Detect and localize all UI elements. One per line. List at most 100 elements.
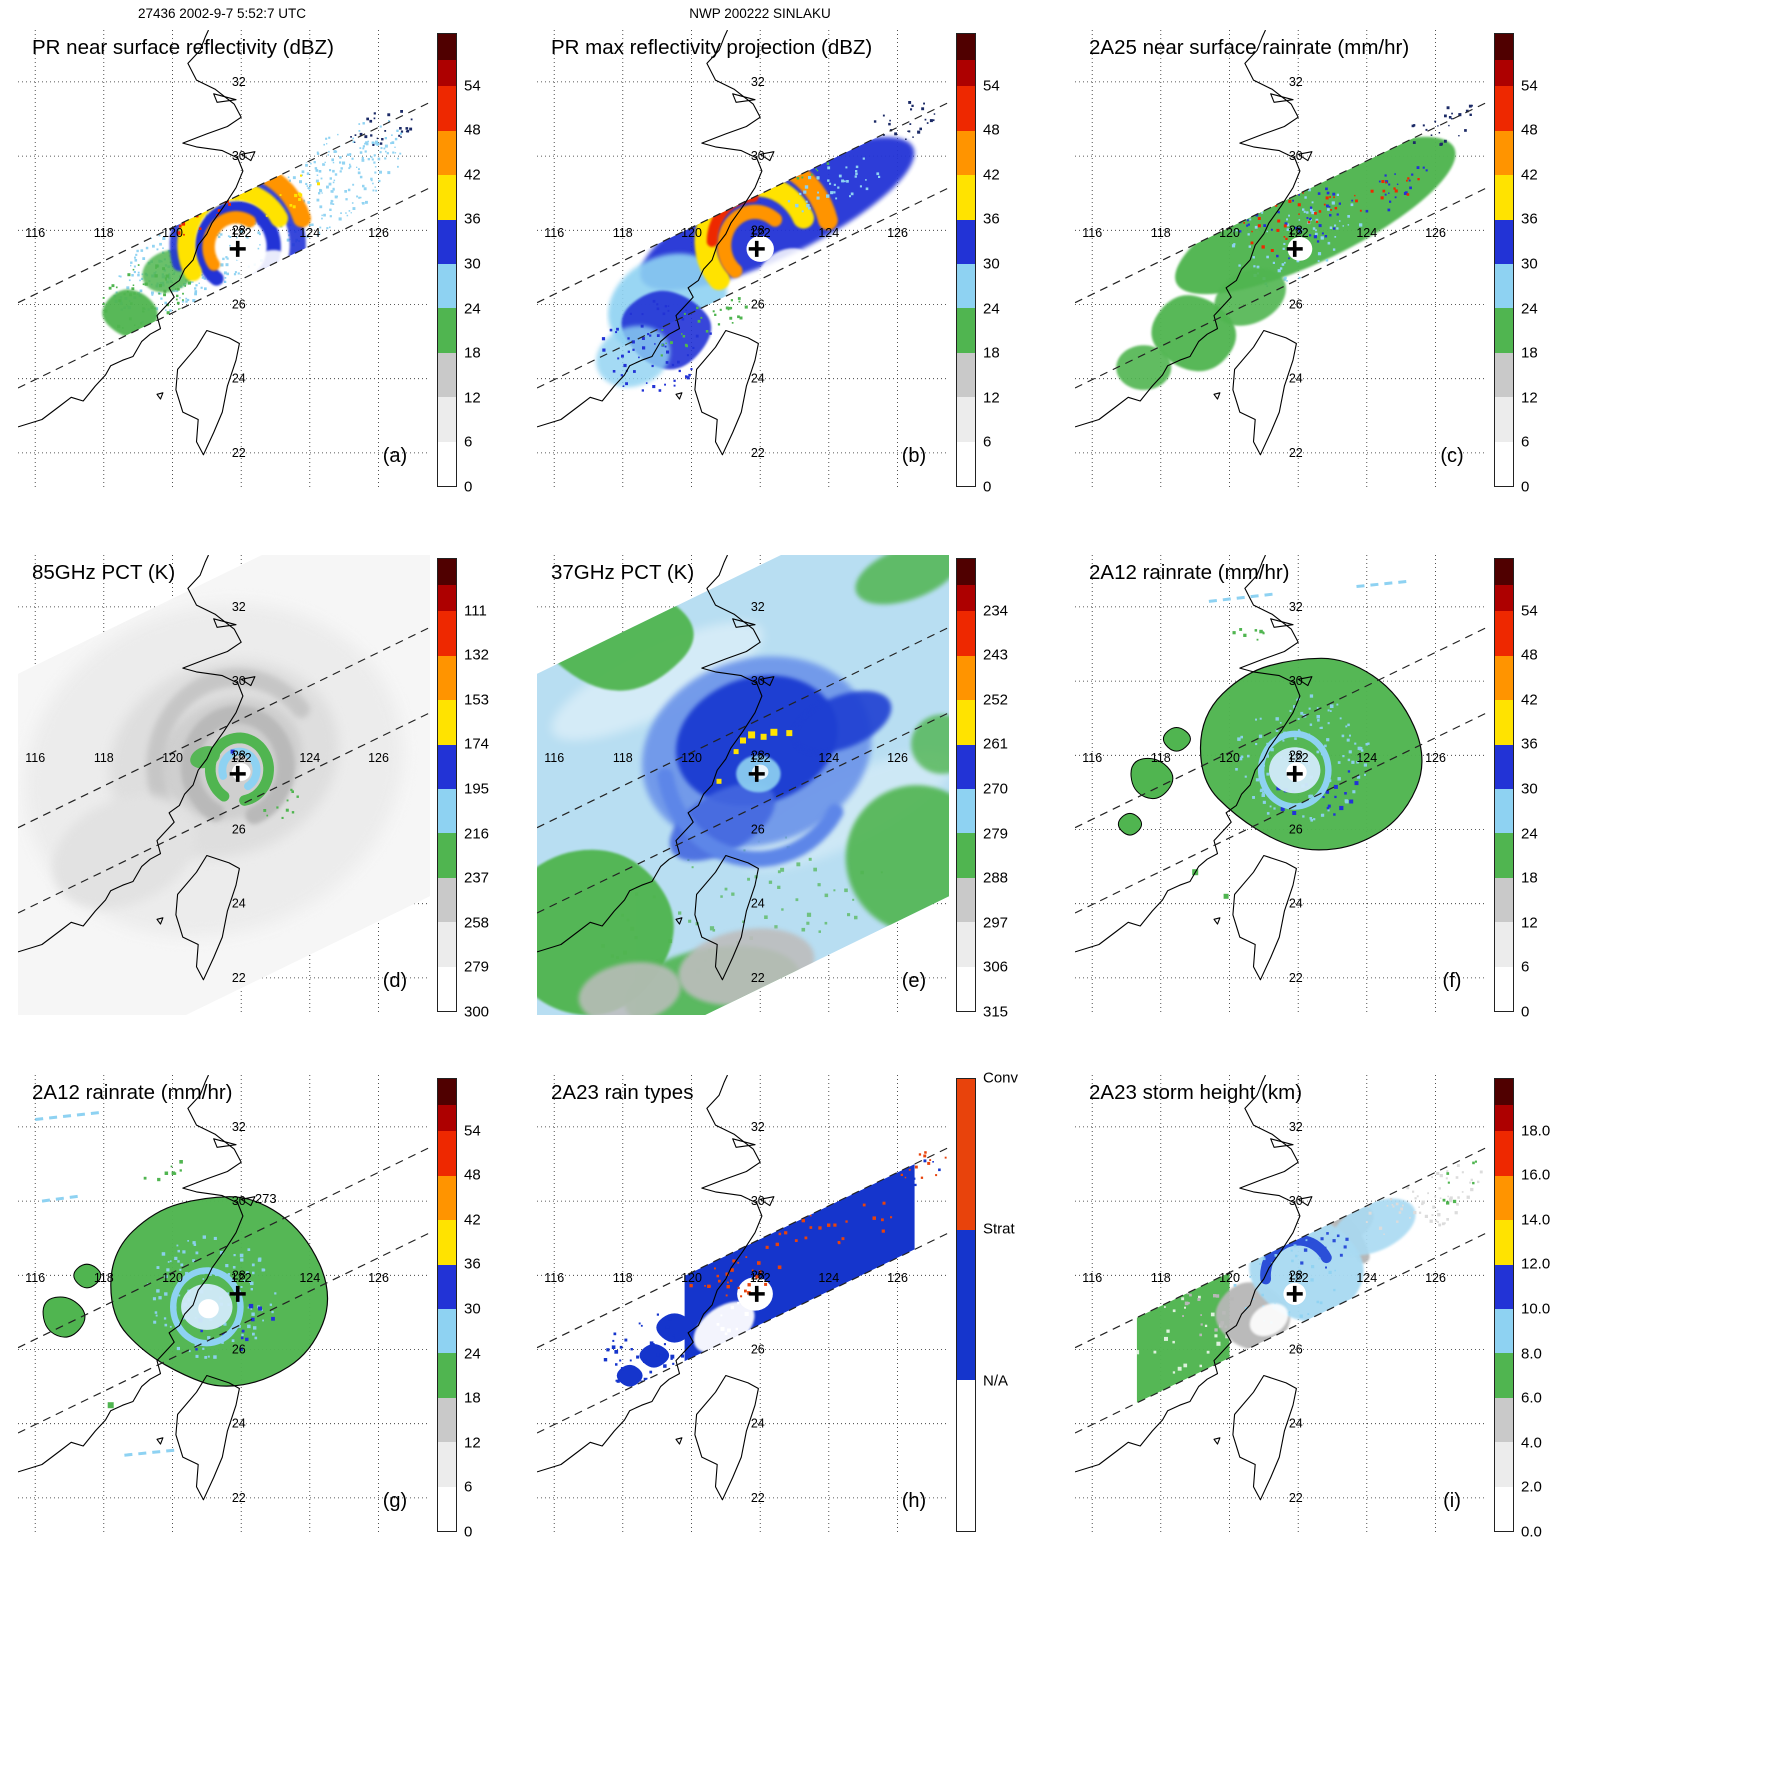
lat-label: 30 <box>1289 1194 1303 1208</box>
data-field-arc <box>180 705 295 825</box>
panel-d: 116 118 120 122 124 126 22 24 26 28 30 32 (d) 85GHz P… <box>18 555 543 1060</box>
lon-label: 124 <box>299 1271 320 1285</box>
data-field-arc <box>202 211 256 271</box>
colorbar-segment <box>957 700 975 745</box>
lon-label: 122 <box>1288 751 1309 765</box>
colorbar-tick-label: 279 <box>983 825 1009 843</box>
lon-label: 124 <box>299 226 320 240</box>
swath-edge-line <box>537 712 949 914</box>
lon-label: 126 <box>368 226 389 240</box>
data-field-blob <box>52 794 197 909</box>
data-field <box>1175 136 1456 295</box>
map-g: 116 118 120 122 124 126 22 24 26 28 30 32 273 (g) <box>18 1075 430 1535</box>
colorbar-tick-label: 12.0 <box>1521 1255 1551 1273</box>
colorbar-segment <box>957 833 975 878</box>
data-field-streak <box>1208 592 1275 603</box>
coastline-taiwan <box>1232 1374 1297 1501</box>
colorbar-segment <box>1495 1264 1513 1310</box>
data-field-blob <box>551 621 764 741</box>
colorbar-segment <box>438 441 456 487</box>
lon-label: 116 <box>1082 751 1102 765</box>
colorbar-segment <box>438 60 456 87</box>
data-field-speckle <box>1182 1292 1234 1337</box>
lon-label: 118 <box>94 751 114 765</box>
lat-label: 24 <box>1289 1417 1303 1431</box>
colorbar-tick-label: 315 <box>983 1003 1009 1021</box>
panel-title: PR near surface reflectivity (dBZ) <box>32 36 334 59</box>
map-b: 116 118 120 122 124 126 22 24 26 28 30 32 (b) <box>537 30 949 490</box>
data-field-arc <box>146 668 310 833</box>
lon-label: 118 <box>613 1271 633 1285</box>
lat-label: 26 <box>751 823 765 837</box>
data-field-dot <box>770 728 778 736</box>
colorbar-tick-label: 12 <box>983 389 1000 407</box>
colorbar-tick-label: 10.0 <box>1521 1300 1551 1318</box>
colorbar-tick-label: 24 <box>1521 825 1538 843</box>
colorbar-tick-label: 16.0 <box>1521 1166 1551 1184</box>
data-field <box>18 555 430 1015</box>
colorbar-tick-label: 24 <box>464 300 481 318</box>
swath-edge-line <box>1075 712 1487 914</box>
colorbar-tick-label: 14.0 <box>1521 1211 1551 1229</box>
colorbar-segment <box>957 441 975 487</box>
lon-label: 120 <box>1219 226 1240 240</box>
data-field-speckle <box>1354 177 1420 212</box>
data-field-blob <box>231 763 251 781</box>
colorbar-segment <box>1495 700 1513 745</box>
data-field-blob <box>845 785 949 934</box>
colorbar-segment <box>1495 585 1513 612</box>
colorbar-segment <box>438 700 456 745</box>
lat-label: 32 <box>232 600 246 614</box>
data-field-speckle <box>252 174 320 217</box>
colorbar-segment <box>1495 1397 1513 1443</box>
colorbar-stack <box>1494 558 1514 1012</box>
coastline <box>537 30 775 456</box>
colorbar-tick-label: 0 <box>464 1523 473 1541</box>
lon-label: 118 <box>613 751 633 765</box>
colorbar-tick-label: 54 <box>983 77 1000 95</box>
colorbar-segment <box>1495 34 1513 61</box>
lat-label: 22 <box>751 446 765 460</box>
grid-labels: 116 118 120 122 124 126 22 24 26 28 30 32 <box>544 1120 908 1505</box>
lon-label: 124 <box>299 751 320 765</box>
grid-labels: 116 118 120 122 124 126 22 24 26 28 30 32 <box>544 600 908 985</box>
colorbar-tick-label: 132 <box>464 646 490 664</box>
coastline-china <box>537 555 763 953</box>
data-field-blob <box>1116 345 1172 390</box>
colorbar-tick-label: 288 <box>983 869 1009 887</box>
colorbar-tick-label: 18 <box>464 344 481 362</box>
lon-label: 124 <box>818 226 839 240</box>
lat-label: 28 <box>232 1268 246 1282</box>
coastline-china <box>1075 1075 1301 1473</box>
data-field-dot <box>748 731 756 739</box>
coastline-island <box>1213 1437 1221 1445</box>
colorbar-stack <box>956 33 976 487</box>
colorbar-segment <box>1495 833 1513 878</box>
colorbar-segment <box>1495 352 1513 398</box>
colorbar-tick-label: 36 <box>1521 210 1538 228</box>
lon-label: 120 <box>1219 751 1240 765</box>
lat-label: 22 <box>751 1491 765 1505</box>
colorbar-stack <box>437 558 457 1012</box>
colorbar-tick-label: Conv <box>983 1069 1019 1087</box>
lat-label: 32 <box>232 1120 246 1134</box>
colorbar-segment <box>438 86 456 131</box>
lon-label: 118 <box>94 226 114 240</box>
panel-letter: (g) <box>383 1490 407 1512</box>
colorbar-segment <box>438 1131 456 1176</box>
panel-letter: (b) <box>902 445 926 467</box>
lon-label: 122 <box>231 751 252 765</box>
panel-g: 116 118 120 122 124 126 22 24 26 28 30 32 273 (g) 2A12… <box>18 1075 543 1580</box>
map-a: 116 118 120 122 124 126 22 24 26 28 30 32 (a) <box>18 30 430 490</box>
storm-center-marker <box>1286 240 1303 257</box>
swath-edge-line <box>18 101 430 304</box>
coastline-island <box>213 1138 237 1148</box>
colorbar-tick-label: 261 <box>983 735 1009 753</box>
colorbar-tick-label: 300 <box>464 1003 490 1021</box>
colorbar-tick-label: 54 <box>1521 77 1538 95</box>
map-d: 116 118 120 122 124 126 22 24 26 28 30 32 (d) <box>18 555 430 1015</box>
map-e: 116 118 120 122 124 126 22 24 26 28 30 32 (e) <box>537 555 949 1015</box>
colorbar-stack <box>956 1078 976 1532</box>
colorbar-tick-label: 6 <box>983 433 992 451</box>
data-field-dot <box>107 1402 114 1409</box>
